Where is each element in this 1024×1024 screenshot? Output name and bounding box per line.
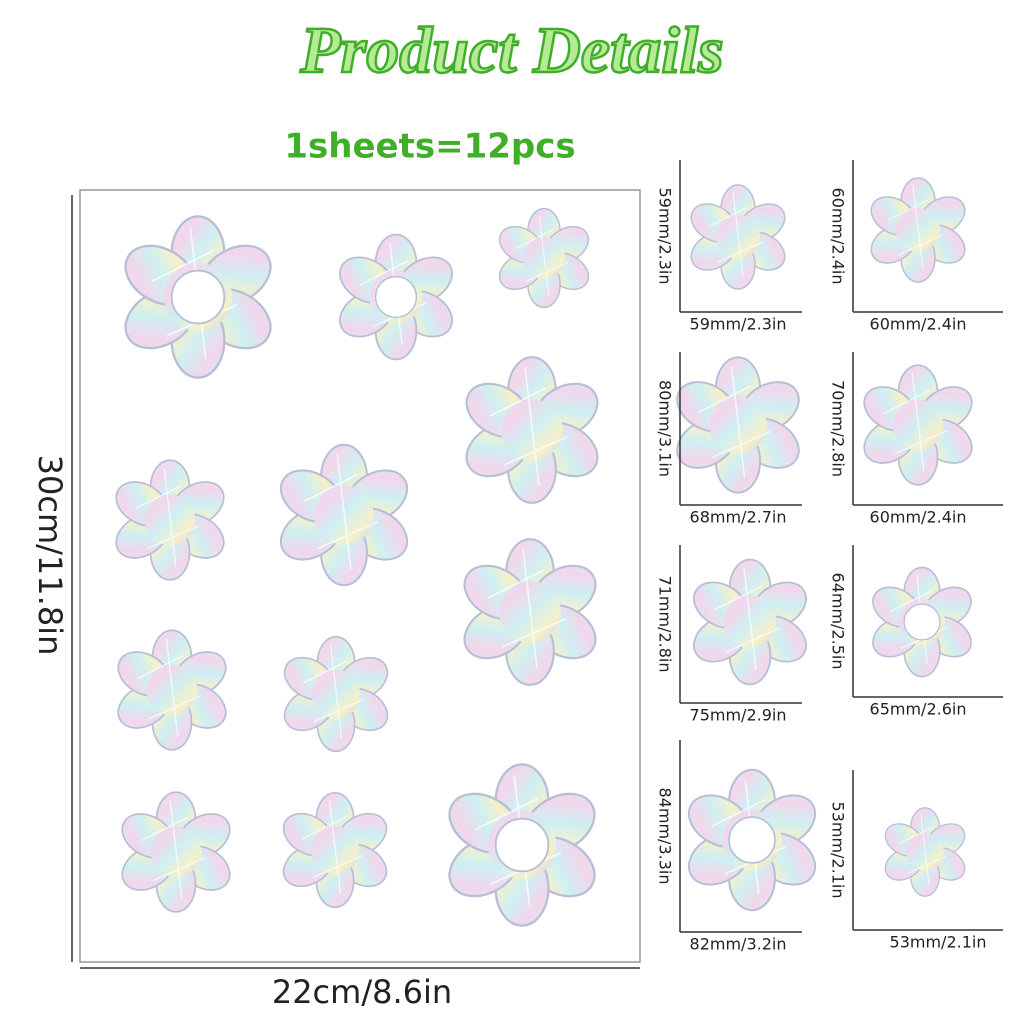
item-width: 82mm/3.2in — [690, 935, 787, 954]
subtitle: 1sheets=12pcs — [284, 127, 575, 167]
item-height: 84mm/3.3in — [656, 788, 675, 885]
item-height: 70mm/2.8in — [829, 380, 848, 477]
sheet-width: 22cm/8.6in — [272, 973, 452, 1011]
item-height: 64mm/2.5in — [829, 573, 848, 670]
item-width: 60mm/2.4in — [870, 315, 967, 334]
item-width: 68mm/2.7in — [690, 508, 787, 527]
sticker — [680, 770, 825, 910]
item-width: 60mm/2.4in — [870, 508, 967, 527]
sticker — [667, 356, 809, 494]
sticker — [866, 567, 978, 676]
sticker — [878, 807, 972, 897]
sticker — [863, 177, 973, 283]
item-width: 59mm/2.3in — [690, 315, 787, 334]
item-width: 75mm/2.9in — [690, 706, 787, 725]
sticker — [684, 558, 816, 686]
item-height: 80mm/3.1in — [656, 380, 675, 477]
item-height: 60mm/2.4in — [829, 188, 848, 285]
item-height: 71mm/2.8in — [656, 576, 675, 673]
item-width: 65mm/2.6in — [870, 700, 967, 719]
sticker — [683, 184, 793, 290]
item-height: 59mm/2.3in — [656, 188, 675, 285]
sticker — [855, 364, 981, 486]
sheet-height: 30cm/11.8in — [31, 455, 69, 656]
item-width: 53mm/2.1in — [890, 933, 987, 952]
title: Product Details — [299, 14, 724, 87]
item-height: 53mm/2.1in — [829, 802, 848, 899]
